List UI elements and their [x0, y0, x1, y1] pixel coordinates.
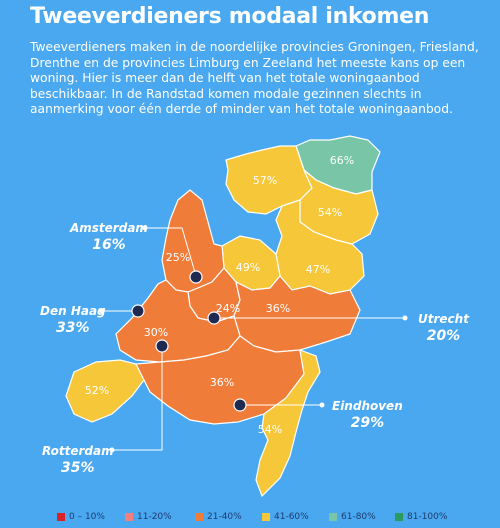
legend-item: 11-20% — [125, 512, 172, 522]
city-name-den-haag: Den Haag — [40, 304, 106, 318]
city-name-utrecht: Utrecht — [418, 312, 469, 326]
city-value-rotterdam: 35% — [61, 460, 95, 476]
legend-swatch — [329, 513, 337, 521]
legend-label: 21-40% — [207, 512, 242, 522]
legend-label: 11-20% — [137, 512, 172, 522]
province-limburg — [255, 349, 321, 498]
legend-item: 41-60% — [262, 512, 309, 522]
province-value-groningen: 66% — [330, 154, 354, 167]
province-value-zuid-holland: 30% — [144, 326, 168, 339]
city-marker-utrecht — [207, 311, 221, 325]
province-value-limburg: 54% — [258, 423, 282, 436]
legend-item: 81-100% — [395, 512, 447, 522]
province-value-drenthe: 54% — [318, 206, 342, 219]
legend-swatch — [195, 513, 203, 521]
province-value-gelderland: 36% — [266, 302, 290, 315]
legend-label: 41-60% — [274, 512, 309, 522]
city-label-amsterdam: Amsterdam 16% — [70, 220, 148, 254]
legend-swatch — [57, 513, 65, 521]
province-value-noord-brabant: 36% — [210, 376, 234, 389]
city-value-utrecht: 20% — [426, 328, 461, 344]
legend-item: 61-80% — [329, 512, 376, 522]
province-zeeland — [65, 359, 145, 423]
city-value-amsterdam: 16% — [92, 237, 126, 253]
legend: 0 – 10% 11-20% 21-40% 41-60% 61-80% 81-1… — [55, 512, 495, 526]
city-marker-den-haag — [131, 304, 145, 318]
legend-item: 21-40% — [195, 512, 242, 522]
leader-line-rotterdam — [112, 346, 163, 451]
province-value-flevoland: 49% — [236, 261, 260, 274]
city-value-den-haag: 33% — [56, 320, 90, 336]
city-label-den-haag: Den Haag 33% — [40, 303, 106, 337]
intro-text: Tweeverdieners maken in de noordelijke p… — [30, 40, 479, 116]
province-value-utrecht: 24% — [216, 302, 240, 315]
legend-swatch — [125, 513, 133, 521]
leader-line-amsterdam — [145, 227, 197, 277]
page-title: Tweeverdieners modaal inkomen — [30, 4, 430, 29]
city-label-rotterdam: Rotterdam 35% — [42, 443, 114, 477]
province-value-overijssel: 47% — [306, 263, 330, 276]
province-value-friesland: 57% — [253, 174, 277, 187]
city-marker-rotterdam — [155, 339, 169, 353]
legend-label: 61-80% — [341, 512, 376, 522]
city-marker-amsterdam — [189, 270, 203, 284]
city-name-eindhoven: Eindhoven — [332, 399, 403, 413]
city-label-eindhoven: Eindhoven 29% — [332, 398, 403, 432]
province-value-zeeland: 52% — [85, 384, 109, 397]
city-name-rotterdam: Rotterdam — [42, 444, 114, 458]
legend-swatch — [262, 513, 270, 521]
legend-label: 0 – 10% — [69, 512, 105, 522]
province-value-noord-holland: 25% — [166, 251, 190, 264]
legend-label: 81-100% — [407, 512, 448, 522]
legend-swatch — [395, 513, 403, 521]
city-label-utrecht: Utrecht 20% — [418, 311, 469, 345]
city-name-amsterdam: Amsterdam — [70, 221, 148, 235]
city-marker-eindhoven — [233, 398, 247, 412]
legend-item: 0 – 10% — [57, 512, 105, 522]
city-value-eindhoven: 29% — [350, 415, 385, 431]
